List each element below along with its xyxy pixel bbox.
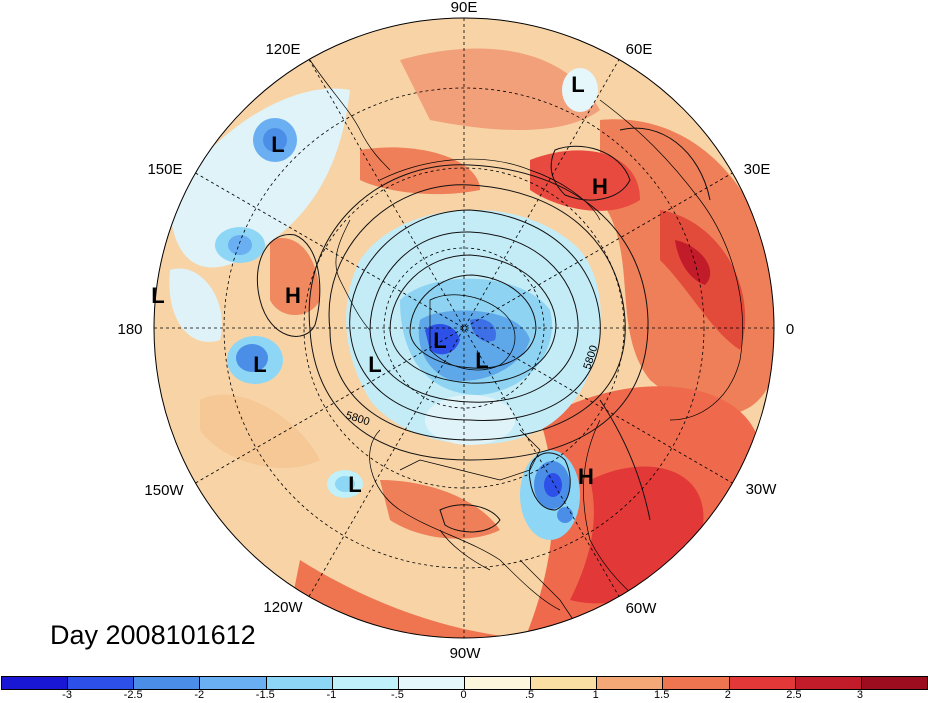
colorbar-tick-label: -2.5 (123, 689, 143, 701)
colorbar-tick-label: -3 (62, 689, 72, 701)
low-marker: L (348, 472, 361, 497)
colorbar-tick-label: 1 (592, 689, 599, 701)
lon-label-0: 0 (786, 321, 794, 338)
colorbar-tick-label: -1 (326, 689, 337, 701)
colorbar-box (398, 677, 465, 689)
graticule (154, 18, 774, 638)
low-marker: L (433, 328, 446, 353)
low-marker: L (151, 283, 164, 308)
lon-label-150w: 150W (144, 482, 184, 499)
colorbar-box (134, 677, 201, 689)
lon-label-60e: 60E (626, 41, 653, 58)
lon-label-30e: 30E (744, 161, 771, 178)
colorbar-box (795, 677, 862, 689)
colorbar-box (663, 677, 730, 689)
colorbar-box (200, 677, 267, 689)
colorbar-tick-label: 1.5 (654, 689, 670, 701)
high-marker: H (285, 283, 301, 308)
colorbar-tick-label: -.5 (391, 689, 404, 701)
colorbar-tick-label: 0 (460, 689, 467, 701)
colorbar-tick-label: 2 (724, 689, 731, 701)
pressure-system-markers: L L H H L L L L L H L (151, 72, 608, 497)
lon-label-60w: 60W (626, 600, 658, 617)
low-marker: L (368, 352, 381, 377)
colorbar-tick-label: 3 (856, 689, 863, 701)
colorbar-box (68, 677, 135, 689)
low-marker: L (271, 132, 284, 157)
colorbar-tick-label: 2.5 (786, 689, 802, 701)
colorbar-box (531, 677, 598, 689)
day-label: Day 2008101612 (50, 620, 256, 650)
low-marker: L (253, 352, 266, 377)
colorbar-box (464, 677, 532, 689)
colorbar-ticks: -3 -2.5 -2 -1.5 -1 -.5 0 .5 1 1.5 2 2.5 3 (0, 689, 928, 703)
colorbar-box (597, 677, 664, 689)
lon-label-180: 180 (117, 321, 142, 338)
lon-label-30w: 30W (746, 481, 778, 498)
colorbar-tick-label: -1.5 (255, 689, 275, 701)
longitude-labels: 90E 60E 30E 0 30W 60W 90W 120W 150W 180 … (117, 0, 794, 662)
colorbar-tick-label: .5 (524, 689, 535, 701)
colorbar-tick-label: -2 (194, 689, 205, 701)
colorbar-box (266, 677, 333, 689)
colorbar-box (2, 677, 69, 689)
low-marker: L (571, 72, 584, 97)
lon-label-150e: 150E (147, 161, 182, 178)
lon-label-90w: 90W (450, 645, 482, 662)
polar-map: 90E 60E 30E 0 30W 60W 90W 120W 150W 180 … (117, 0, 794, 662)
low-marker: L (475, 348, 488, 373)
colorbar-box (332, 677, 399, 689)
colorbar-box (729, 677, 796, 689)
high-marker: H (592, 174, 608, 199)
lon-label-120e: 120E (265, 41, 300, 58)
colorbar-box (861, 677, 927, 689)
lon-label-90e: 90E (451, 0, 478, 16)
lon-label-120w: 120W (263, 599, 303, 616)
colorbar (1, 676, 928, 690)
high-marker: H (578, 464, 594, 489)
